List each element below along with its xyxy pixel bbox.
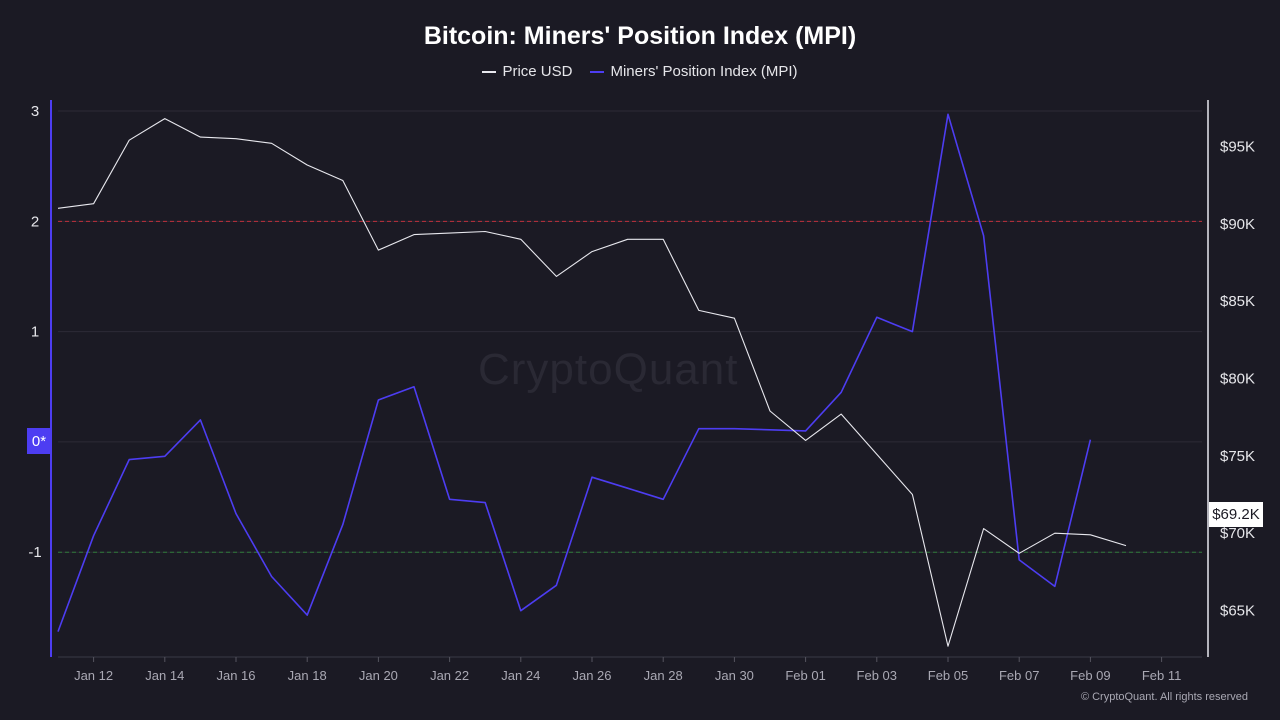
chart-title: Bitcoin: Miners' Position Index (MPI) [423, 22, 857, 50]
y-right-tick-label: $75K [1220, 448, 1255, 465]
x-tick-label: Feb 07 [999, 668, 1039, 683]
watermark: CryptoQuant [478, 345, 739, 394]
y-right-tick-label: $80K [1220, 371, 1255, 388]
x-tick-label: Jan 28 [644, 668, 683, 683]
series-line-mpi [57, 113, 1092, 632]
legend-swatch-price [482, 70, 497, 73]
x-tick-label: Jan 18 [288, 668, 327, 683]
x-tick-label: Jan 16 [216, 668, 255, 683]
y-left-tick-label: 2 [31, 213, 39, 230]
y-left-tick-label: -1 [28, 544, 41, 561]
x-tick-label: Feb 09 [1070, 668, 1110, 683]
legend-label-mpi: Miners' Position Index (MPI) [610, 63, 798, 80]
current-price-badge: $69.2K [1209, 502, 1263, 527]
copyright-text: © CryptoQuant. All rights reserved [1080, 691, 1248, 703]
y-right-tick-label: $95K [1220, 138, 1255, 155]
x-tick-label: Jan 26 [572, 668, 611, 683]
x-tick-label: Jan 12 [74, 668, 113, 683]
x-tick-label: Jan 20 [359, 668, 398, 683]
legend-label-price: Price USD [502, 63, 573, 80]
x-tick-label: Jan 22 [430, 668, 469, 683]
chart-legend: Price USD Miners' Position Index (MPI) [0, 63, 1280, 80]
y-right-tick-label: $70K [1220, 525, 1255, 542]
legend-item-price[interactable]: Price USD [482, 63, 572, 80]
y-right-tick-label: $90K [1220, 216, 1255, 233]
legend-swatch-mpi [590, 70, 605, 73]
x-tick-label: Feb 03 [857, 668, 897, 683]
zero-axis-badge: 0* [27, 428, 51, 454]
x-tick-label: Jan 24 [501, 668, 540, 683]
series-line-price [57, 118, 1127, 647]
y-left-tick-label: 1 [31, 324, 39, 341]
y-right-tick-label: $85K [1220, 293, 1255, 310]
y-right-tick-label: $65K [1220, 603, 1255, 620]
x-tick-label: Jan 14 [145, 668, 184, 683]
x-tick-label: Jan 30 [715, 668, 754, 683]
x-tick-label: Feb 01 [785, 668, 825, 683]
x-tick-label: Feb 05 [928, 668, 968, 683]
x-tick-label: Feb 11 [1142, 668, 1182, 683]
legend-item-mpi[interactable]: Miners' Position Index (MPI) [590, 63, 798, 80]
y-left-tick-label: 3 [31, 103, 39, 120]
